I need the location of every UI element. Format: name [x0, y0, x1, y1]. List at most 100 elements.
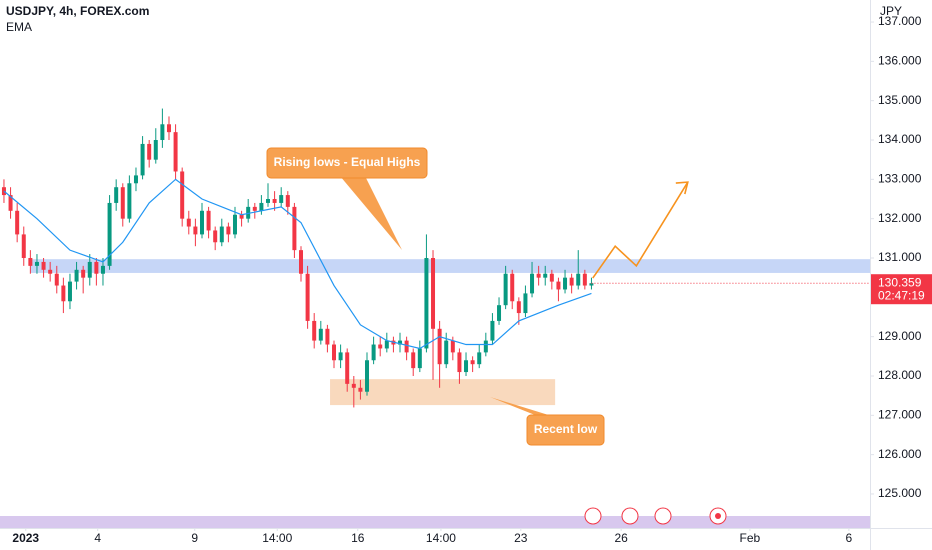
y-tick-label: 131.000	[878, 250, 922, 264]
callout-pointer	[340, 176, 402, 250]
candle-body	[378, 344, 383, 349]
candle-body	[74, 269, 79, 282]
candle-body	[153, 140, 158, 160]
candle-body	[41, 261, 46, 270]
price-label-box	[871, 274, 932, 305]
candle-body	[371, 344, 376, 361]
candle-body	[312, 320, 317, 341]
y-tick-label: 137.000	[878, 14, 922, 28]
candle-body	[213, 230, 218, 243]
y-tick-label: 132.000	[878, 211, 922, 225]
candle-body	[384, 340, 389, 349]
y-tick-label: 126.000	[878, 447, 922, 461]
candle-body	[114, 187, 119, 203]
candle-body	[206, 210, 211, 231]
price-label: 130.359	[878, 275, 922, 289]
candle-body	[358, 387, 363, 392]
y-tick-label: 136.000	[878, 54, 922, 68]
candle-body	[417, 348, 422, 369]
candle-body	[589, 283, 594, 286]
candle-body	[186, 218, 191, 227]
candle-body	[549, 273, 554, 282]
candle-body	[147, 143, 152, 160]
candle-body	[332, 344, 337, 361]
countdown: 02:47:19	[878, 288, 925, 302]
candle-body	[569, 277, 574, 286]
candle-body	[199, 210, 204, 235]
candle-body	[232, 214, 237, 235]
candle-body	[87, 261, 92, 278]
candle-body	[219, 226, 224, 243]
zone	[30, 259, 870, 273]
candle-body	[285, 195, 290, 207]
candle-body	[8, 195, 13, 211]
y-tick-label: 125.000	[878, 486, 922, 500]
candle-body	[107, 202, 112, 266]
candle-body	[15, 210, 20, 235]
callout-text: Recent low	[534, 422, 598, 436]
candle-body	[94, 261, 99, 274]
candle-body	[48, 269, 53, 274]
candle-body	[523, 293, 528, 314]
candle-body	[510, 273, 515, 302]
candle-body	[490, 320, 495, 341]
candle-body	[556, 281, 561, 290]
candle-body	[582, 273, 587, 286]
candle-body	[543, 273, 548, 278]
candle-body	[28, 258, 33, 266]
candle-body	[127, 183, 132, 219]
candle-body	[160, 124, 165, 141]
candle-body	[61, 285, 66, 302]
y-tick-label: 135.000	[878, 93, 922, 107]
candle-body	[497, 305, 502, 321]
candle-body	[576, 273, 581, 286]
candle-body	[444, 340, 449, 365]
candle-body	[536, 273, 541, 278]
candle-body	[530, 273, 535, 294]
candle-body	[431, 258, 436, 329]
candle-body	[365, 360, 370, 392]
y-tick-label: 127.000	[878, 407, 922, 421]
candle-body	[404, 340, 409, 353]
callout-pointer	[490, 397, 555, 417]
candle-body	[503, 273, 508, 306]
arrow-head	[675, 181, 689, 195]
candle-body	[166, 124, 171, 133]
y-tick-label: 128.000	[878, 368, 922, 382]
y-tick-label: 134.000	[878, 132, 922, 146]
chart-title: USDJPY, 4h, FOREX.com	[6, 4, 149, 18]
candle-body	[516, 301, 521, 314]
x-tick-label: 16	[351, 531, 365, 545]
candle-body	[437, 328, 442, 365]
candle-body	[272, 199, 277, 203]
x-tick-label: 26	[614, 531, 628, 545]
callout-box	[526, 414, 605, 446]
candle-body	[424, 258, 429, 349]
candle-body	[338, 352, 343, 361]
candle-body	[252, 206, 257, 211]
candle-body	[100, 265, 105, 274]
candle-body	[318, 328, 323, 341]
candle-body	[140, 143, 145, 176]
event-band	[0, 516, 870, 528]
candle-body	[398, 340, 403, 345]
candle-body	[120, 187, 125, 219]
x-tick-label: 2023	[12, 531, 39, 545]
candle-body	[133, 175, 138, 184]
candle-body	[193, 226, 198, 235]
candle-body	[180, 171, 185, 219]
candle-body	[563, 277, 568, 290]
candle-body	[292, 206, 297, 251]
candle-body	[457, 352, 462, 373]
candle-body	[226, 226, 231, 235]
x-tick-label: 23	[514, 531, 528, 545]
projection-line	[592, 181, 689, 279]
candle-body	[477, 352, 482, 365]
y-tick-label: 129.000	[878, 329, 922, 343]
candle-body	[464, 360, 469, 373]
x-tick-label: 14:00	[426, 531, 456, 545]
candle-body	[246, 206, 251, 219]
candle-body	[470, 360, 475, 365]
zone	[330, 379, 556, 406]
